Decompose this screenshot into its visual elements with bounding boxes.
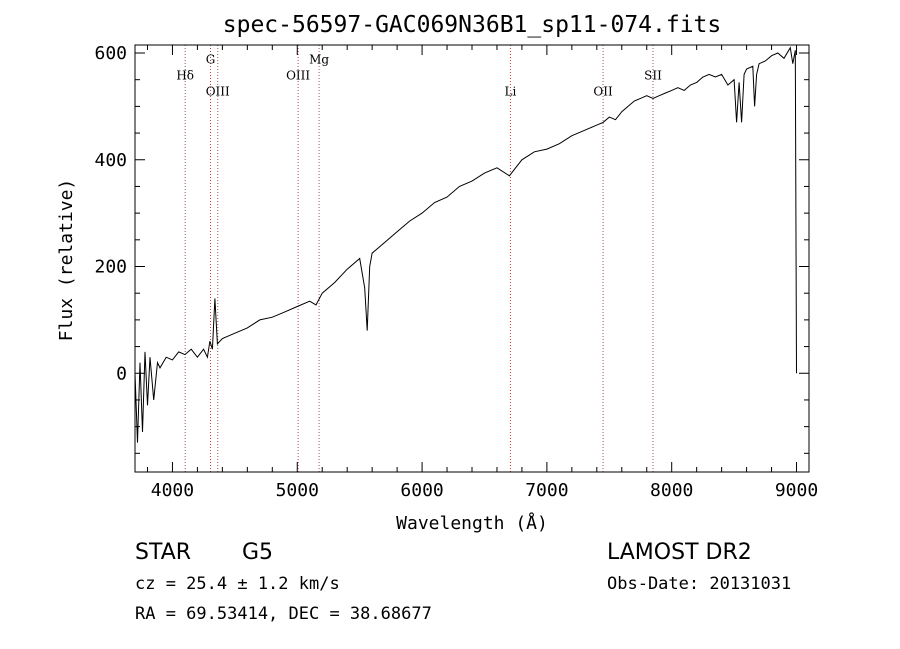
object-class: STAR — [135, 540, 191, 565]
chart-title: spec-56597-GAC069N36B1_sp11-074.fits — [223, 12, 722, 38]
spectral-line-markers: Hδ G OIII OIII Mg Li OII SII — [176, 45, 662, 472]
spectral-line-label: Hδ — [176, 69, 194, 83]
y-tick-label: 0 — [116, 363, 127, 384]
y-tick-label: 400 — [94, 150, 127, 171]
x-tick-label: 7000 — [525, 480, 568, 501]
survey-name: LAMOST DR2 — [607, 540, 752, 565]
x-tick-label: 4000 — [151, 480, 194, 501]
y-tick-label: 200 — [94, 257, 127, 278]
spectral-line-label: Mg — [309, 53, 329, 67]
y-axis-label: Flux (relative) — [56, 179, 77, 342]
x-axis: 4000 5000 6000 7000 8000 9000 — [147, 45, 818, 501]
observation-date: Obs-Date: 20131031 — [607, 574, 791, 594]
y-tick-label: 600 — [94, 43, 127, 64]
spectral-line-label: OIII — [206, 85, 230, 99]
x-axis-label: Wavelength (Å) — [396, 512, 548, 534]
spectrum-line — [135, 48, 797, 443]
x-tick-label: 9000 — [775, 480, 818, 501]
x-tick-label: 8000 — [650, 480, 693, 501]
spectrum-series — [135, 48, 797, 443]
object-subclass: G5 — [242, 540, 273, 565]
x-tick-label: 5000 — [276, 480, 319, 501]
spectral-line-label: OIII — [286, 69, 310, 83]
spectral-line-label: Li — [505, 85, 517, 99]
spectral-line-label: OII — [593, 85, 613, 99]
y-axis: 0 200 400 600 — [94, 43, 809, 453]
spectral-line-label: SII — [644, 69, 662, 83]
coordinates: RA = 69.53414, DEC = 38.68677 — [135, 604, 432, 624]
plot-frame — [135, 45, 809, 472]
x-tick-label: 6000 — [400, 480, 443, 501]
spectral-line-label: G — [206, 53, 216, 67]
redshift-value: cz = 25.4 ± 1.2 km/s — [135, 574, 340, 594]
